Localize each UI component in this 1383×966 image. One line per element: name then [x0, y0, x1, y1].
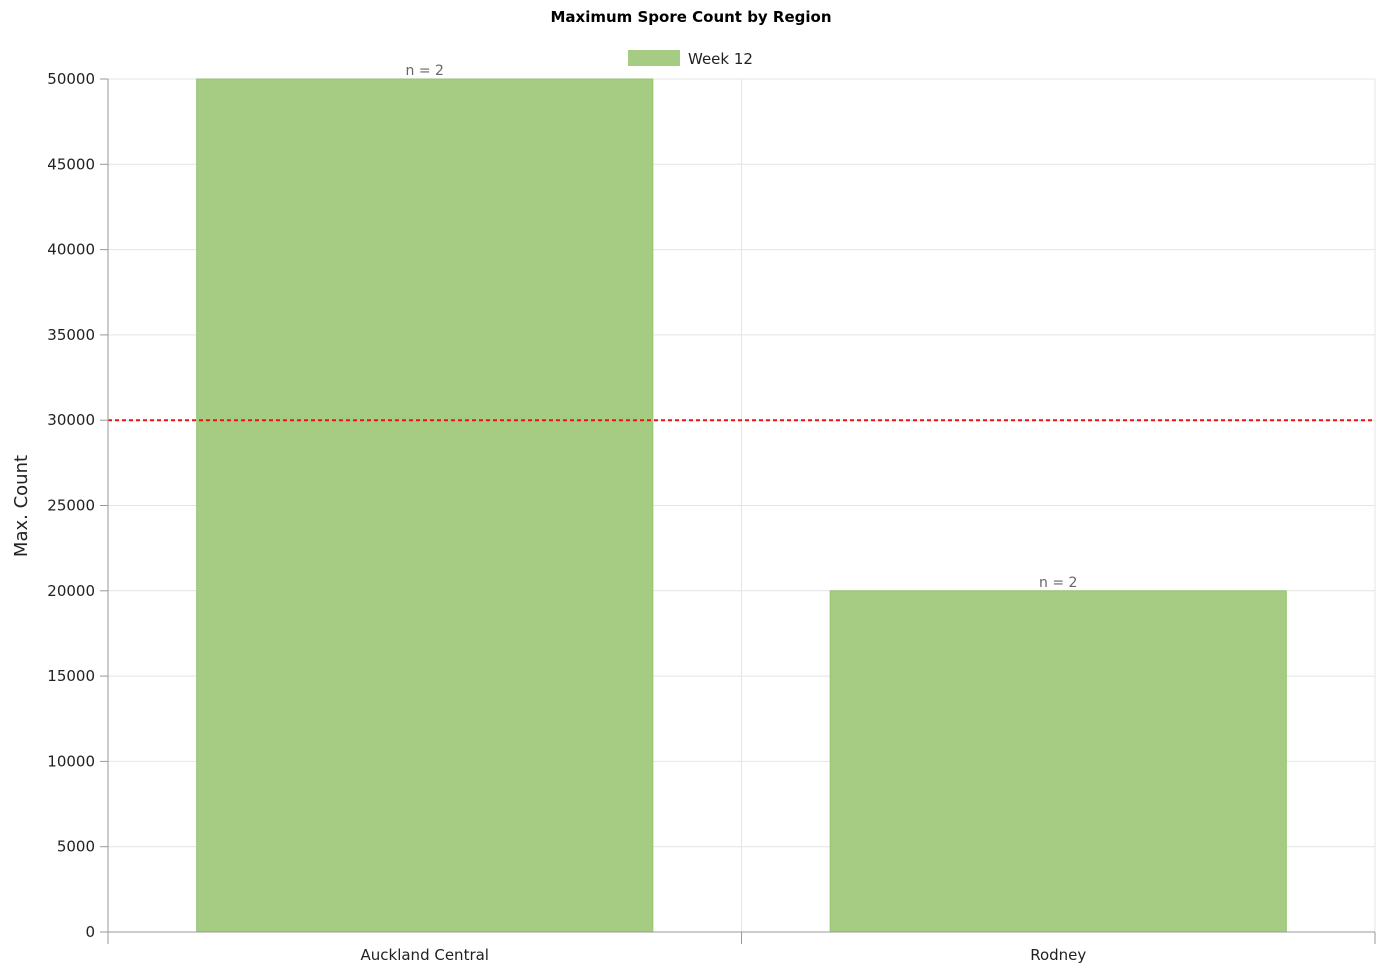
x-tick-label: Rodney [1030, 946, 1086, 964]
y-tick-label: 45000 [47, 155, 95, 173]
bars [196, 78, 1287, 933]
data-label: n = 2 [406, 63, 444, 79]
data-label: n = 2 [1039, 575, 1077, 591]
bar-auckland-central [196, 78, 654, 933]
y-tick-label: 30000 [47, 411, 95, 429]
legend: Week 12 [628, 50, 753, 68]
x-tick-label: Auckland Central [361, 946, 489, 964]
y-tick-label: 20000 [47, 582, 95, 600]
y-tick-label: 50000 [47, 70, 95, 88]
legend-label-week-12: Week 12 [688, 50, 753, 68]
y-tick-label: 25000 [47, 497, 95, 515]
x-tick-labels: Auckland Central Rodney [361, 946, 1087, 964]
chart-title: Maximum Spore Count by Region [550, 8, 831, 26]
y-tick-label: 40000 [47, 241, 95, 259]
y-tick-label: 35000 [47, 326, 95, 344]
y-tick-label: 5000 [57, 838, 95, 856]
data-labels: n = 2 n = 2 [406, 63, 1078, 591]
axes [100, 78, 1376, 944]
y-axis-label: Max. Count [11, 455, 32, 557]
y-tick-labels: 0 5000 10000 15000 20000 25000 30000 35000 40000… [47, 70, 95, 941]
bar-rodney [829, 590, 1287, 933]
y-tick-label: 0 [85, 923, 95, 941]
y-tick-label: 15000 [47, 667, 95, 685]
y-tick-label: 10000 [47, 752, 95, 770]
legend-swatch-week-12 [628, 50, 680, 66]
